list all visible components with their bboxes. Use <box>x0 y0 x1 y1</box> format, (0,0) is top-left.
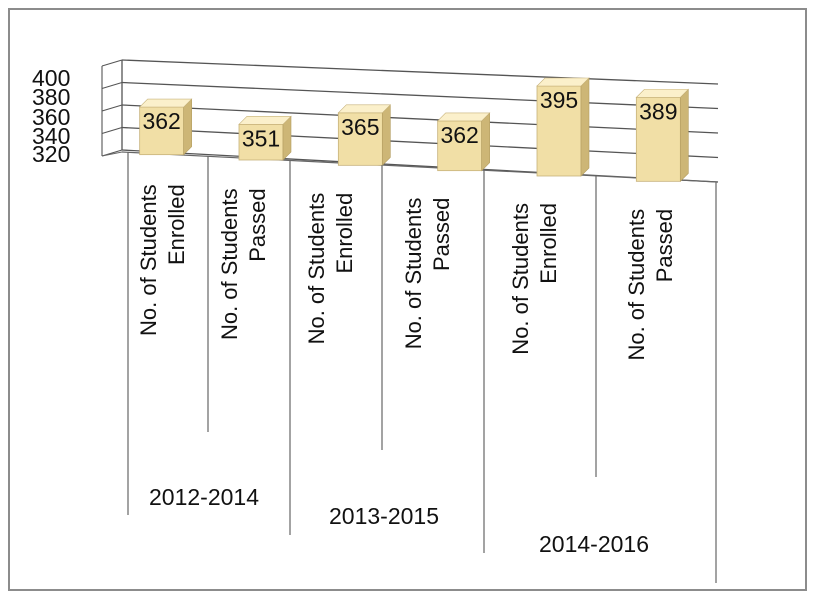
data-label: 351 <box>242 125 280 151</box>
category-label-line: No. of Students <box>624 209 649 361</box>
bar-top <box>438 113 490 121</box>
gridline-side <box>102 128 122 134</box>
bar-top <box>338 105 390 113</box>
gridline-side <box>102 83 122 89</box>
bar-side <box>482 113 490 171</box>
gridline <box>122 83 718 109</box>
category-label-line: Enrolled <box>164 184 189 265</box>
data-label: 389 <box>639 98 677 124</box>
category-label-line: No. of Students <box>508 203 533 355</box>
bar-top <box>537 78 589 86</box>
category-label-5: No. of Students Enrolled <box>508 203 561 355</box>
category-label-6: No. of Students Passed <box>624 209 677 361</box>
data-label: 362 <box>142 108 180 134</box>
category-label-2: No. of Students Passed <box>217 188 270 340</box>
category-label-1: No. of Students Enrolled <box>136 184 189 336</box>
y-tick-label: 400 <box>32 65 70 91</box>
bar-top <box>140 99 192 107</box>
data-label: 395 <box>540 87 578 113</box>
data-label: 365 <box>341 114 379 140</box>
category-label-line: Passed <box>245 188 270 261</box>
gridline <box>122 128 718 158</box>
group-label: 2012-2014 <box>149 484 259 510</box>
floor-back-line <box>122 152 718 182</box>
category-label-line: Passed <box>652 209 677 282</box>
bar-top <box>239 116 291 124</box>
bar-side <box>382 105 390 165</box>
bar-top <box>636 89 688 97</box>
gridline-side <box>102 105 122 111</box>
category-label-line: No. of Students <box>217 188 242 340</box>
category-label-3: No. of Students Enrolled <box>304 193 357 345</box>
category-label-line: No. of Students <box>401 198 426 350</box>
group-label: 2013-2015 <box>329 503 439 529</box>
data-label: 362 <box>440 122 478 148</box>
bar-side <box>680 89 688 181</box>
category-label-4: No. of Students Passed <box>401 198 454 350</box>
gridline <box>122 105 718 133</box>
gridline-side <box>102 60 122 66</box>
bar-side <box>581 78 589 176</box>
category-label-line: No. of Students <box>304 193 329 345</box>
category-label-line: Passed <box>429 198 454 271</box>
category-label-line: Enrolled <box>536 203 561 284</box>
bar-side <box>184 99 192 155</box>
category-label-line: Enrolled <box>332 193 357 274</box>
category-label-line: No. of Students <box>136 184 161 336</box>
group-label: 2014-2016 <box>539 531 649 557</box>
gridline <box>122 60 718 84</box>
